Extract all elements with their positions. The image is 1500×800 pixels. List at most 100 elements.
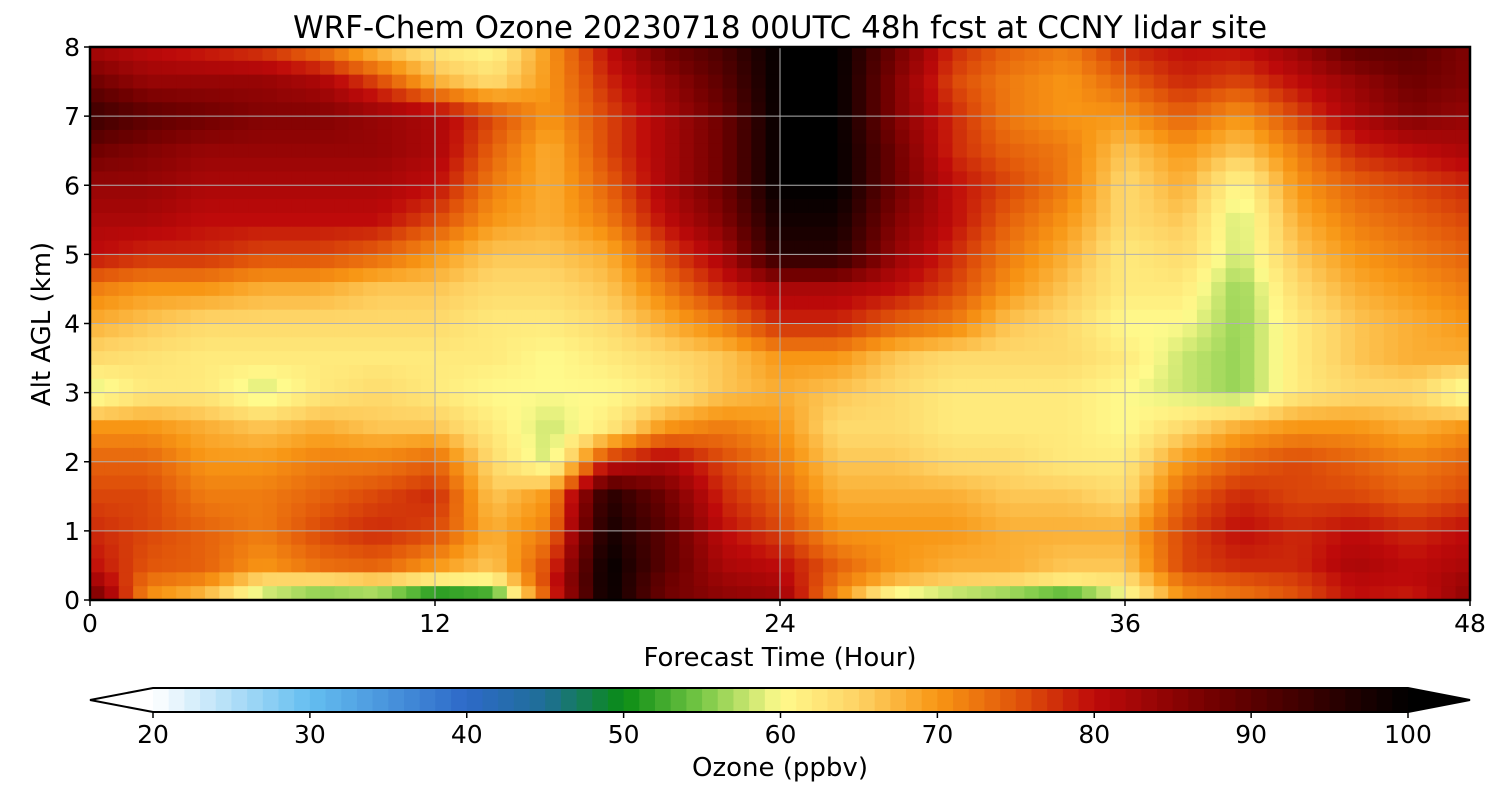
heatmap-cell <box>1283 143 1299 159</box>
heatmap-cell <box>1412 544 1428 560</box>
heatmap-cell <box>233 102 249 117</box>
heatmap-cell <box>751 447 767 463</box>
heatmap-cell <box>751 268 767 283</box>
heatmap-cell <box>478 558 494 573</box>
heatmap-cell <box>1211 586 1227 601</box>
heatmap-cell <box>1168 171 1184 186</box>
heatmap-cell <box>952 268 968 283</box>
heatmap-cell <box>1283 434 1299 449</box>
heatmap-cell <box>1340 116 1356 131</box>
heatmap-cell <box>1412 503 1428 518</box>
heatmap-cell <box>564 282 580 297</box>
heatmap-cell <box>1355 461 1370 477</box>
heatmap-cell <box>1383 378 1399 394</box>
heatmap-cell <box>1096 475 1112 490</box>
heatmap-cell <box>334 157 350 173</box>
heatmap-cell <box>866 351 882 366</box>
heatmap-cell <box>621 254 637 269</box>
heatmap-cell <box>1441 558 1457 573</box>
heatmap-cell <box>851 116 867 131</box>
heatmap-cell <box>1168 364 1184 380</box>
heatmap-cell <box>1067 364 1083 380</box>
heatmap-cell <box>708 226 724 242</box>
heatmap-cell <box>219 74 235 90</box>
heatmap-cell <box>1412 268 1428 283</box>
heatmap-cell <box>1038 461 1054 477</box>
heatmap-cell <box>420 489 436 504</box>
heatmap-cell <box>334 378 350 394</box>
heatmap-cell <box>851 102 867 117</box>
heatmap-cell <box>104 102 120 117</box>
heatmap-cell <box>1067 323 1083 338</box>
heatmap-cell <box>363 544 379 560</box>
heatmap-cell <box>118 378 134 394</box>
heatmap-cell <box>463 143 479 159</box>
heatmap-cell <box>679 503 695 518</box>
heatmap-cell <box>377 116 393 131</box>
heatmap-cell <box>320 212 335 228</box>
heatmap-cell <box>521 586 537 601</box>
heatmap-cell <box>923 337 939 352</box>
colorbar-segment <box>607 688 625 712</box>
colorbar-segment <box>858 688 876 712</box>
heatmap-cell <box>391 171 407 186</box>
heatmap-cell <box>248 378 264 394</box>
heatmap-cell <box>952 364 968 380</box>
heatmap-cell <box>995 378 1011 394</box>
heatmap-cell <box>578 337 594 352</box>
heatmap-cell <box>966 461 982 477</box>
heatmap-cell <box>650 88 666 103</box>
heatmap-cell <box>751 60 767 76</box>
heatmap-cell <box>1412 240 1428 255</box>
heatmap-cell <box>1297 434 1313 449</box>
heatmap-cell <box>1326 558 1342 573</box>
heatmap-cell <box>506 74 522 90</box>
heatmap-cell <box>650 572 666 587</box>
heatmap-cell <box>564 226 580 242</box>
heatmap-cell <box>1441 572 1457 587</box>
heatmap-cell <box>1383 226 1399 242</box>
heatmap-cell <box>161 447 177 463</box>
heatmap-cell <box>1125 309 1140 325</box>
heatmap-cell <box>981 530 997 546</box>
heatmap-cell <box>506 586 522 601</box>
heatmap-cell <box>1412 129 1428 145</box>
heatmap-cell <box>665 171 680 186</box>
heatmap-cell <box>1168 268 1184 283</box>
heatmap-cell <box>478 157 494 173</box>
heatmap-cell <box>161 185 177 200</box>
heatmap-cell <box>176 489 192 504</box>
heatmap-cell <box>334 420 350 435</box>
heatmap-cell <box>1139 517 1155 532</box>
heatmap-cell <box>966 157 982 173</box>
heatmap-cell <box>607 364 623 380</box>
heatmap-cell <box>837 489 853 504</box>
heatmap-cell <box>1426 171 1442 186</box>
heatmap-cell <box>665 143 680 159</box>
heatmap-cell <box>219 337 235 352</box>
heatmap-cell <box>1283 447 1299 463</box>
heatmap-cell <box>607 323 623 338</box>
heatmap-cell <box>1340 351 1356 366</box>
heatmap-cell <box>535 60 551 76</box>
heatmap-cell <box>1412 157 1428 173</box>
heatmap-cell <box>636 102 652 117</box>
heatmap-cell <box>1196 268 1212 283</box>
heatmap-cell <box>1153 406 1169 421</box>
heatmap-cell <box>506 517 522 532</box>
heatmap-cell <box>823 323 839 338</box>
heatmap-cell <box>118 60 134 76</box>
heatmap-cell <box>751 240 767 255</box>
heatmap-cell <box>435 544 450 560</box>
heatmap-cell <box>722 586 738 601</box>
heatmap-cell <box>276 586 292 601</box>
heatmap-cell <box>463 351 479 366</box>
heatmap-cell <box>176 558 192 573</box>
heatmap-cell <box>1398 517 1414 532</box>
heatmap-cell <box>866 489 882 504</box>
heatmap-cell <box>636 268 652 283</box>
heatmap-cell <box>406 420 422 435</box>
heatmap-cell <box>1125 323 1140 338</box>
heatmap-cell <box>636 489 652 504</box>
heatmap-cell <box>1355 295 1370 311</box>
